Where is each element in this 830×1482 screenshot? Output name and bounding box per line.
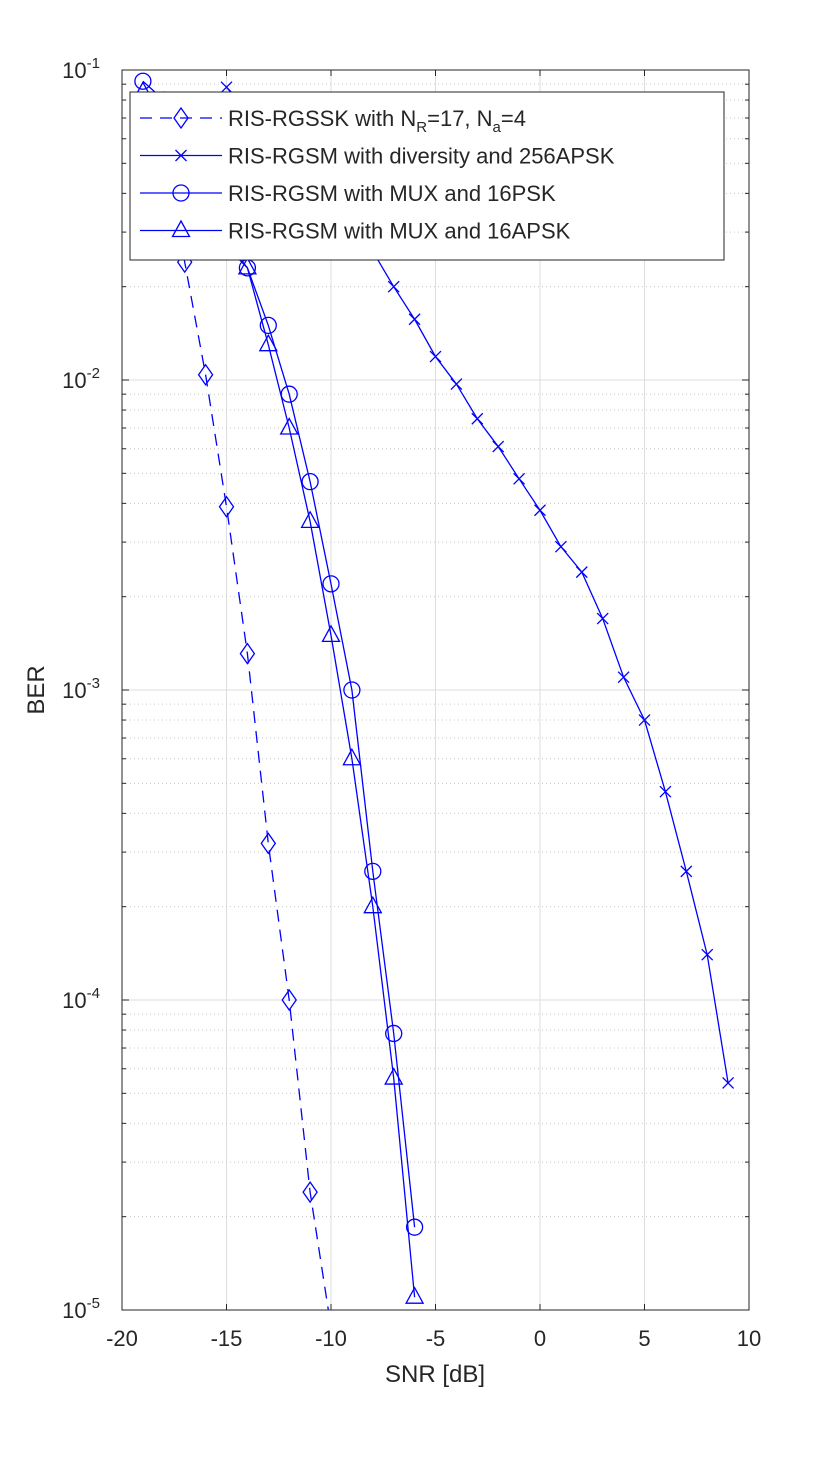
legend-label-4: RIS-RGSM with MUX and 16APSK bbox=[228, 219, 571, 244]
tick-marks bbox=[121, 69, 750, 1311]
data-point-circle bbox=[343, 681, 361, 699]
legend-box bbox=[129, 91, 725, 261]
x-tick-label: 0 bbox=[534, 1326, 546, 1351]
data-point-triangle bbox=[258, 333, 278, 352]
data-point-x bbox=[220, 81, 233, 94]
legend-label-1: RIS-RGSSK with NR=17, Na=4 bbox=[228, 106, 526, 136]
data-point-diamond bbox=[260, 832, 277, 855]
legend: RIS-RGSSK with NR=17, Na=4 RIS-RGSM with … bbox=[129, 91, 725, 261]
data-point-triangle bbox=[384, 1067, 404, 1085]
x-tick-label: 10 bbox=[737, 1326, 761, 1351]
data-point-x bbox=[387, 280, 400, 293]
x-tick-label: -15 bbox=[211, 1326, 243, 1351]
data-point-circle bbox=[405, 1218, 424, 1236]
legend-marker-diamond bbox=[173, 106, 189, 130]
data-point-x bbox=[680, 865, 693, 878]
data-point-x bbox=[596, 612, 609, 625]
data-point-circle bbox=[301, 472, 319, 491]
y-axis-label: BER bbox=[23, 665, 50, 714]
legend-label-2: RIS-RGSM with diversity and 256APSK bbox=[228, 144, 615, 169]
data-point-diamond bbox=[197, 363, 214, 386]
data-point-diamond bbox=[218, 495, 235, 518]
y-tick-label: 10-2 bbox=[62, 365, 100, 393]
data-point-circle bbox=[322, 575, 340, 593]
data-point-triangle bbox=[321, 624, 341, 643]
data-point-x bbox=[429, 350, 442, 363]
data-point-x bbox=[701, 948, 714, 961]
x-axis-label: SNR [dB] bbox=[385, 1361, 485, 1388]
data-point-diamond bbox=[281, 988, 297, 1012]
x-tick-label: 5 bbox=[638, 1326, 650, 1351]
legend-label-3: RIS-RGSM with MUX and 16PSK bbox=[228, 181, 556, 206]
y-tick-label: 10-3 bbox=[62, 675, 100, 703]
data-point-x bbox=[638, 714, 651, 727]
series-line bbox=[163, 117, 329, 1310]
data-point-x bbox=[450, 378, 463, 391]
data-point-circle bbox=[385, 1024, 403, 1043]
data-point-x bbox=[513, 472, 526, 485]
legend-marker-triangle bbox=[171, 219, 191, 238]
data-point-x bbox=[659, 785, 672, 798]
x-tick-label: -5 bbox=[426, 1326, 446, 1351]
y-tick-label: 10-1 bbox=[62, 55, 100, 83]
data-point-circle bbox=[134, 72, 152, 90]
x-tick-label: -10 bbox=[315, 1326, 347, 1351]
data-point-triangle bbox=[363, 895, 383, 914]
data-point-triangle bbox=[300, 510, 320, 528]
data-point-triangle bbox=[237, 257, 257, 275]
legend-marker-x bbox=[175, 149, 187, 162]
data-point-triangle bbox=[342, 747, 362, 766]
data-point-diamond bbox=[302, 1181, 318, 1204]
data-point-x bbox=[471, 412, 484, 425]
data-point-circle bbox=[364, 862, 382, 881]
data-point-x bbox=[617, 671, 630, 684]
data-point-triangle bbox=[279, 417, 299, 435]
data-point-x bbox=[575, 566, 588, 579]
data-point-x bbox=[554, 540, 567, 553]
y-tick-labels: 10-1 10-2 10-3 10-4 10-5 bbox=[62, 55, 100, 1323]
data-point-x bbox=[492, 440, 505, 453]
data-point-diamond bbox=[239, 642, 256, 665]
legend-marker-circle bbox=[172, 184, 190, 202]
y-tick-label: 10-4 bbox=[62, 985, 100, 1013]
data-point-x bbox=[722, 1077, 735, 1089]
data-point-circle bbox=[259, 316, 277, 335]
data-point-triangle bbox=[405, 1286, 425, 1304]
x-tick-label: -20 bbox=[106, 1326, 138, 1351]
y-tick-label: 10-5 bbox=[62, 1295, 100, 1323]
data-point-x bbox=[534, 504, 546, 517]
data-point-x bbox=[408, 313, 421, 326]
x-tick-labels: -20 -15 -10 -5 0 5 10 bbox=[106, 1326, 761, 1351]
